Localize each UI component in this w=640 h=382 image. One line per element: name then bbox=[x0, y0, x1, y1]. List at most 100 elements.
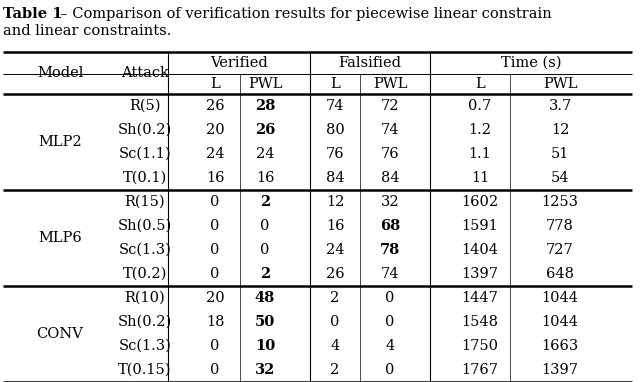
Text: 1.2: 1.2 bbox=[468, 123, 492, 137]
Text: 24: 24 bbox=[205, 147, 224, 161]
Text: Verified: Verified bbox=[210, 56, 268, 70]
Text: MLP6: MLP6 bbox=[38, 231, 82, 245]
Text: 26: 26 bbox=[255, 123, 275, 137]
Text: Sc(1.3): Sc(1.3) bbox=[118, 243, 172, 257]
Text: 1591: 1591 bbox=[461, 219, 499, 233]
Text: 18: 18 bbox=[205, 315, 224, 329]
Text: 1.1: 1.1 bbox=[468, 147, 492, 161]
Text: 778: 778 bbox=[546, 219, 574, 233]
Text: PWL: PWL bbox=[543, 77, 577, 91]
Text: 51: 51 bbox=[551, 147, 569, 161]
Text: 32: 32 bbox=[255, 363, 275, 377]
Text: Sc(1.3): Sc(1.3) bbox=[118, 339, 172, 353]
Text: 16: 16 bbox=[205, 171, 224, 185]
Text: 1602: 1602 bbox=[461, 195, 499, 209]
Text: 74: 74 bbox=[326, 99, 344, 113]
Text: – Comparison of verification results for piecewise linear constrain: – Comparison of verification results for… bbox=[51, 7, 552, 21]
Text: 0: 0 bbox=[211, 363, 220, 377]
Text: 1767: 1767 bbox=[461, 363, 499, 377]
Text: 74: 74 bbox=[381, 123, 399, 137]
Text: 1447: 1447 bbox=[461, 291, 499, 305]
Text: Sh(0.2): Sh(0.2) bbox=[118, 315, 172, 329]
Text: 26: 26 bbox=[205, 99, 224, 113]
Text: 727: 727 bbox=[546, 243, 574, 257]
Text: 0: 0 bbox=[211, 219, 220, 233]
Text: 76: 76 bbox=[381, 147, 399, 161]
Text: PWL: PWL bbox=[372, 77, 407, 91]
Text: 20: 20 bbox=[205, 123, 224, 137]
Text: 1404: 1404 bbox=[461, 243, 499, 257]
Text: and linear constraints.: and linear constraints. bbox=[3, 24, 172, 38]
Text: 16: 16 bbox=[326, 219, 344, 233]
Text: 54: 54 bbox=[551, 171, 569, 185]
Text: 26: 26 bbox=[326, 267, 344, 281]
Text: 48: 48 bbox=[255, 291, 275, 305]
Text: 1253: 1253 bbox=[541, 195, 579, 209]
Text: Falsified: Falsified bbox=[339, 56, 401, 70]
Text: 80: 80 bbox=[326, 123, 344, 137]
Text: 2: 2 bbox=[260, 267, 270, 281]
Text: 4: 4 bbox=[330, 339, 340, 353]
Text: 12: 12 bbox=[326, 195, 344, 209]
Text: 20: 20 bbox=[205, 291, 224, 305]
Text: L: L bbox=[475, 77, 485, 91]
Text: 0: 0 bbox=[211, 267, 220, 281]
Text: 11: 11 bbox=[471, 171, 489, 185]
Text: 16: 16 bbox=[256, 171, 275, 185]
Text: 648: 648 bbox=[546, 267, 574, 281]
Text: 74: 74 bbox=[381, 267, 399, 281]
Text: Sh(0.2): Sh(0.2) bbox=[118, 123, 172, 137]
Text: 0: 0 bbox=[260, 243, 269, 257]
Text: CONV: CONV bbox=[36, 327, 83, 341]
Text: 24: 24 bbox=[256, 147, 275, 161]
Text: 1044: 1044 bbox=[541, 291, 579, 305]
Text: 32: 32 bbox=[381, 195, 399, 209]
Text: 72: 72 bbox=[381, 99, 399, 113]
Text: 84: 84 bbox=[326, 171, 344, 185]
Text: T(0.15): T(0.15) bbox=[118, 363, 172, 377]
Text: 50: 50 bbox=[255, 315, 275, 329]
Text: T(0.2): T(0.2) bbox=[123, 267, 167, 281]
Text: L: L bbox=[210, 77, 220, 91]
Text: 0: 0 bbox=[330, 315, 340, 329]
Text: 28: 28 bbox=[255, 99, 275, 113]
Text: R(5): R(5) bbox=[129, 99, 161, 113]
Text: 0: 0 bbox=[211, 195, 220, 209]
Text: Time (s): Time (s) bbox=[500, 56, 561, 70]
Text: 78: 78 bbox=[380, 243, 400, 257]
Text: 76: 76 bbox=[326, 147, 344, 161]
Text: Attack: Attack bbox=[121, 66, 169, 80]
Text: Sc(1.1): Sc(1.1) bbox=[118, 147, 172, 161]
Text: 1750: 1750 bbox=[461, 339, 499, 353]
Text: 24: 24 bbox=[326, 243, 344, 257]
Text: R(15): R(15) bbox=[125, 195, 165, 209]
Text: 1044: 1044 bbox=[541, 315, 579, 329]
Text: R(10): R(10) bbox=[125, 291, 165, 305]
Text: 12: 12 bbox=[551, 123, 569, 137]
Text: 2: 2 bbox=[330, 291, 340, 305]
Text: 0.7: 0.7 bbox=[468, 99, 492, 113]
Text: Model: Model bbox=[37, 66, 83, 80]
Text: 2: 2 bbox=[260, 195, 270, 209]
Text: 0: 0 bbox=[211, 243, 220, 257]
Text: MLP2: MLP2 bbox=[38, 135, 82, 149]
Text: 1397: 1397 bbox=[541, 363, 579, 377]
Text: 0: 0 bbox=[385, 291, 395, 305]
Text: 0: 0 bbox=[385, 363, 395, 377]
Text: 1397: 1397 bbox=[461, 267, 499, 281]
Text: 4: 4 bbox=[385, 339, 395, 353]
Text: 1548: 1548 bbox=[461, 315, 499, 329]
Text: Table 1: Table 1 bbox=[3, 7, 63, 21]
Text: 0: 0 bbox=[385, 315, 395, 329]
Text: 1663: 1663 bbox=[541, 339, 579, 353]
Text: 0: 0 bbox=[260, 219, 269, 233]
Text: 2: 2 bbox=[330, 363, 340, 377]
Text: 84: 84 bbox=[381, 171, 399, 185]
Text: 0: 0 bbox=[211, 339, 220, 353]
Text: Sh(0.5): Sh(0.5) bbox=[118, 219, 172, 233]
Text: PWL: PWL bbox=[248, 77, 282, 91]
Text: 10: 10 bbox=[255, 339, 275, 353]
Text: L: L bbox=[330, 77, 340, 91]
Text: 68: 68 bbox=[380, 219, 400, 233]
Text: 3.7: 3.7 bbox=[548, 99, 572, 113]
